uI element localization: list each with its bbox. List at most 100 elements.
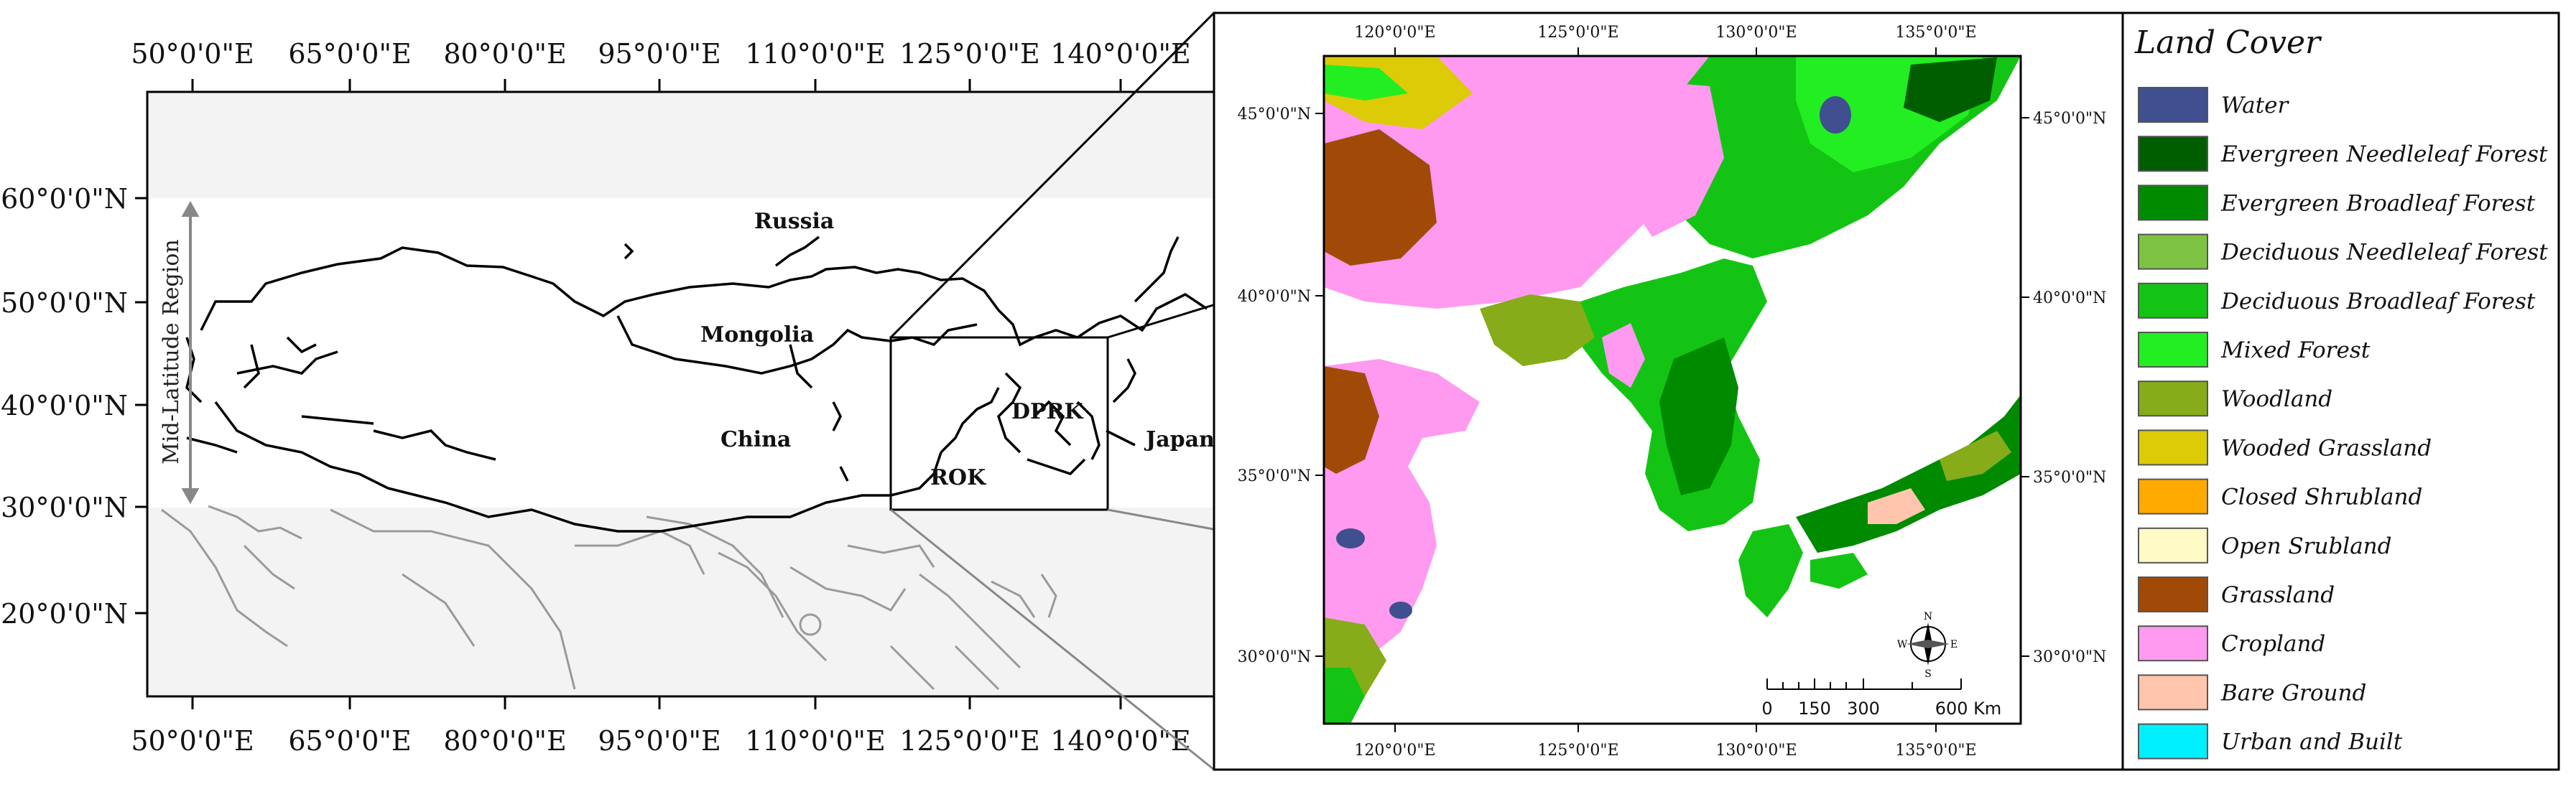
compass-e: E [1950, 639, 1958, 650]
legend-label: Bare Ground [2220, 680, 2366, 706]
label-russia: Russia [754, 209, 834, 234]
patch-japan-cropland [1868, 488, 1925, 524]
patch-water-lake [1820, 96, 1851, 134]
legend-label: Deciduous Broadleaf Forest [2220, 289, 2536, 314]
overview-map: Mid-Latitude Region Russia Mongolia Chin… [1, 38, 1226, 757]
overview-bottom-lon-label: 140°0'0"E [1050, 725, 1191, 757]
overview-top-lon-label: 65°0'0"E [288, 38, 411, 70]
overview-bottom-lon-label: 95°0'0"E [598, 725, 721, 757]
land-cover-bottom-lon-label: 135°0'0"E [1895, 742, 1976, 760]
overview-lat-label: 50°0'0"N [1, 287, 128, 319]
patch-liaodong [1480, 294, 1595, 366]
compass-s: S [1924, 668, 1932, 680]
legend-label: Evergreen Needleleaf Forest [2220, 141, 2548, 167]
legend-swatch [2138, 576, 2208, 612]
overview-lat-labels: 60°0'0"N 50°0'0"N 40°0'0"N 30°0'0"N 20°0… [1, 183, 128, 630]
label-dprk: DPRK [1011, 399, 1084, 424]
compass-w: W [1897, 639, 1908, 650]
patch-japan-honshu [1796, 395, 2021, 553]
legend-swatch [2138, 478, 2208, 515]
legend-label: Cropland [2221, 631, 2325, 657]
legend-swatch [2138, 233, 2208, 270]
legend-swatch [2138, 674, 2208, 711]
land-cover-right-lat-label: 40°0'0"N [2033, 289, 2106, 307]
land-cover-bottom-lon-label: 125°0'0"E [1537, 742, 1618, 760]
compass-n: N [1924, 611, 1932, 622]
overview-top-lon-label: 110°0'0"E [745, 38, 886, 70]
patch-japan-shikoku [1810, 553, 1868, 589]
legend-swatch [2138, 332, 2208, 368]
overview-top-lon-label: 125°0'0"E [899, 38, 1040, 70]
legend-swatch [2138, 185, 2208, 221]
land-cover-top-lon-label: 120°0'0"E [1354, 24, 1435, 42]
region-arrow [181, 200, 200, 505]
legend-label: Evergreen Broadleaf Forest [2220, 190, 2536, 216]
region-label: Mid-Latitude Region [159, 239, 184, 464]
legend-swatch [2138, 527, 2208, 564]
patch-grassland-northwest [1324, 129, 1437, 266]
land-cover-right-lat-label: 30°0'0"N [2033, 648, 2106, 666]
patch-east-china-grassland [1324, 366, 1379, 474]
patch-water-east-china-1 [1336, 528, 1365, 548]
overview-top-lon-label: 50°0'0"E [131, 38, 254, 70]
overview-lat-label: 60°0'0"N [1, 183, 128, 215]
legend-label: Mixed Forest [2220, 337, 2371, 363]
legend-label: Open Srubland [2221, 533, 2392, 559]
overview-lat-label: 20°0'0"N [1, 598, 128, 630]
zoom-connector [889, 11, 1226, 771]
land-cover-left-lat-label: 45°0'0"N [1238, 106, 1311, 123]
scale-label: 300 [1847, 699, 1880, 719]
label-mongolia: Mongolia [700, 322, 814, 347]
legend: Land Cover Water Evergreen Needleleaf For… [2134, 24, 2548, 760]
label-rok: ROK [930, 465, 986, 490]
legend-swatch [2138, 723, 2208, 760]
label-japan: Japan [1144, 427, 1215, 452]
patch-evergreen-needleleaf-north [1904, 57, 1997, 122]
land-cover-right-lat-label: 35°0'0"N [2033, 469, 2106, 487]
patch-korea-evergreen [1659, 337, 1738, 495]
overview-top-lon-label: 95°0'0"E [598, 38, 721, 70]
land-cover-left-lat-label: 40°0'0"N [1238, 288, 1311, 306]
polar-band [147, 92, 1225, 198]
overview-lat-label: 40°0'0"N [1, 390, 128, 421]
overview-bottom-lon-label: 110°0'0"E [745, 725, 886, 757]
legend-swatch [2138, 282, 2208, 319]
legend-items: Water Evergreen Needleleaf Forest Evergree… [2138, 87, 2548, 760]
land-cover-bottom-lon-label: 130°0'0"E [1715, 742, 1797, 760]
land-cover-top-lon-label: 125°0'0"E [1537, 24, 1618, 42]
land-cover-left-lat-label: 35°0'0"N [1238, 467, 1311, 485]
legend-label: Urban and Built [2221, 729, 2403, 755]
land-cover-ticks [1315, 47, 2029, 732]
legend-label: Deciduous Needleleaf Forest [2220, 240, 2548, 266]
land-cover-map-border [1322, 55, 2022, 725]
patch-water-east-china-2 [1389, 602, 1412, 619]
legend-swatch [2138, 381, 2208, 417]
compass-rose-icon: N S E W [1897, 611, 1958, 680]
study-area-box [889, 336, 1109, 511]
land-cover-map: 120°0'0"E 125°0'0"E 130°0'0"E 135°0'0"E … [1213, 11, 2560, 771]
land-cover-bottom-lon-label: 120°0'0"E [1354, 742, 1435, 760]
overview-top-lon-label: 140°0'0"E [1050, 38, 1191, 70]
scale-bar [1766, 678, 1962, 690]
legend-label: Water [2221, 93, 2289, 118]
land-cover-left-lat-label: 30°0'0"N [1238, 648, 1311, 666]
patch-mixed-forest-north [1324, 65, 1408, 101]
overview-bottom-ticks [191, 696, 1122, 709]
patch-korea-cropland [1602, 323, 1645, 388]
legend-swatch [2138, 625, 2208, 662]
overview-bottom-lon-label: 50°0'0"E [131, 725, 254, 757]
label-china: China [721, 427, 791, 452]
land-cover-patches [1324, 56, 2021, 724]
scale-label: 600 Km [1935, 699, 2002, 719]
overview-top-lon-label: 80°0'0"E [443, 38, 566, 70]
overview-bottom-lon-labels: 50°0'0"E 65°0'0"E 80°0'0"E 95°0'0"E 110°… [131, 725, 1190, 757]
legend-label: Grassland [2221, 582, 2335, 608]
tropical-band [147, 508, 1225, 696]
overview-bottom-lon-label: 80°0'0"E [443, 725, 566, 757]
overview-lat-ticks [135, 197, 147, 615]
patch-east-china-forest [1324, 668, 1365, 724]
legend-label: Closed Shrubland [2221, 485, 2422, 510]
overview-bottom-lon-label: 65°0'0"E [288, 725, 411, 757]
legend-title: Land Cover [2134, 24, 2322, 61]
